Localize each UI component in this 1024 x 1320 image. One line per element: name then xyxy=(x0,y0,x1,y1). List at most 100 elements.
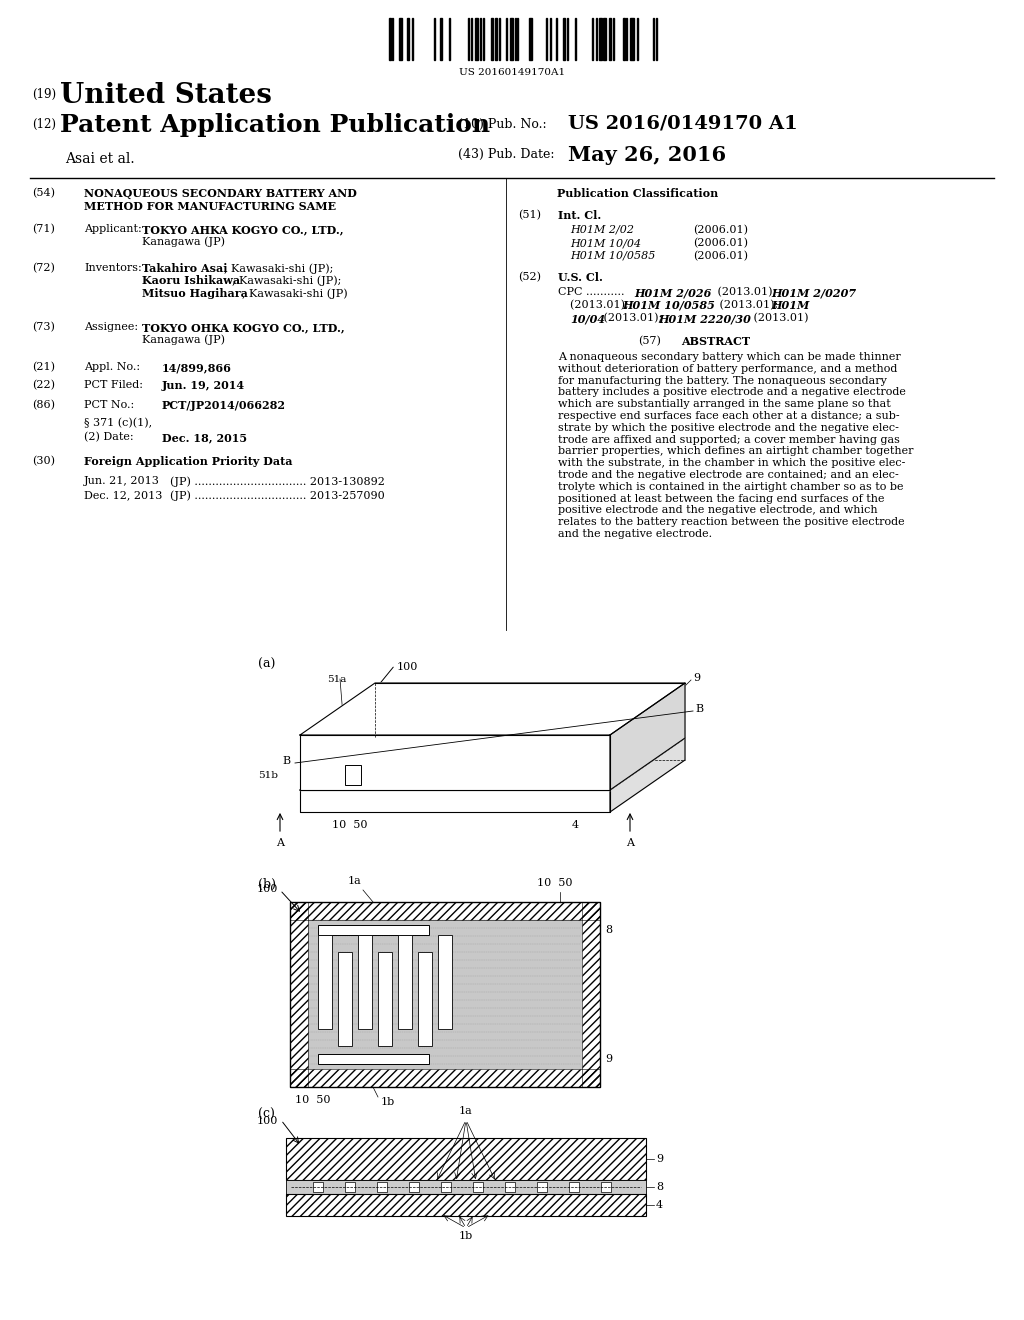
Text: (2013.01): (2013.01) xyxy=(750,313,809,323)
Bar xyxy=(490,18,493,59)
Bar xyxy=(338,952,352,1045)
Text: (JP) ................................ 2013-130892: (JP) ................................ 20… xyxy=(170,477,385,487)
Text: 10/04: 10/04 xyxy=(570,313,605,323)
Text: (30): (30) xyxy=(32,455,55,466)
Bar xyxy=(290,902,308,1086)
Bar xyxy=(389,18,391,59)
Text: 1a: 1a xyxy=(459,1106,473,1115)
Bar xyxy=(399,18,402,59)
Text: 100: 100 xyxy=(257,1115,278,1126)
Bar xyxy=(441,1181,451,1192)
Text: (c): (c) xyxy=(258,1107,274,1121)
Text: trode are affixed and supported; a cover member having gas: trode are affixed and supported; a cover… xyxy=(558,434,900,445)
Text: PCT No.:: PCT No.: xyxy=(84,400,134,411)
Text: 9: 9 xyxy=(656,1154,664,1164)
Bar xyxy=(313,1181,323,1192)
Text: Dec. 18, 2015: Dec. 18, 2015 xyxy=(162,432,247,444)
Text: 14/899,866: 14/899,866 xyxy=(162,362,231,374)
Text: 8: 8 xyxy=(656,1181,664,1192)
Text: TOKYO AHKA KOGYO CO., LTD.,: TOKYO AHKA KOGYO CO., LTD., xyxy=(142,224,344,235)
Text: 1b: 1b xyxy=(381,1097,395,1107)
Text: US 2016/0149170 A1: US 2016/0149170 A1 xyxy=(568,115,798,133)
Text: (57): (57) xyxy=(638,337,660,346)
Bar xyxy=(290,1069,600,1086)
Bar xyxy=(529,18,532,59)
Text: (54): (54) xyxy=(32,187,55,198)
Text: U.S. Cl.: U.S. Cl. xyxy=(558,272,603,282)
Text: (2006.01): (2006.01) xyxy=(693,251,748,261)
Text: Jun. 19, 2014: Jun. 19, 2014 xyxy=(162,380,245,391)
Text: PCT Filed:: PCT Filed: xyxy=(84,380,143,389)
Bar xyxy=(286,1138,646,1180)
Text: Kanagawa (JP): Kanagawa (JP) xyxy=(142,334,225,345)
Bar xyxy=(345,1181,355,1192)
Text: PCT/JP2014/066282: PCT/JP2014/066282 xyxy=(162,400,286,411)
Text: A nonaqueous secondary battery which can be made thinner: A nonaqueous secondary battery which can… xyxy=(558,352,901,362)
Text: (2013.01);: (2013.01); xyxy=(714,286,779,297)
Polygon shape xyxy=(300,738,685,789)
Text: (a): (a) xyxy=(258,657,275,671)
Polygon shape xyxy=(300,735,610,789)
Text: ABSTRACT: ABSTRACT xyxy=(681,337,751,347)
Text: trode and the negative electrode are contained; and an elec-: trode and the negative electrode are con… xyxy=(558,470,899,480)
Text: , Kawasaki-shi (JP): , Kawasaki-shi (JP) xyxy=(242,288,347,298)
Bar xyxy=(290,902,600,920)
Text: Mitsuo Hagihara: Mitsuo Hagihara xyxy=(142,288,248,300)
Text: United States: United States xyxy=(60,82,272,110)
Bar xyxy=(582,902,600,1086)
Polygon shape xyxy=(300,682,685,735)
Text: Assignee:: Assignee: xyxy=(84,322,138,333)
Text: Appl. No.:: Appl. No.: xyxy=(84,362,140,372)
Polygon shape xyxy=(300,789,610,812)
Bar xyxy=(609,18,611,59)
Text: Kaoru Ishikawa: Kaoru Ishikawa xyxy=(142,276,240,286)
Text: (21): (21) xyxy=(32,362,55,372)
Bar xyxy=(308,920,582,1069)
Text: 1b: 1b xyxy=(459,1232,473,1241)
Text: (71): (71) xyxy=(32,224,55,235)
Text: (22): (22) xyxy=(32,380,55,391)
Text: 10  50: 10 50 xyxy=(332,820,368,830)
Text: 4: 4 xyxy=(656,1200,664,1210)
Bar xyxy=(377,1181,387,1192)
Text: H01M 2/026: H01M 2/026 xyxy=(634,286,712,298)
Text: (b): (b) xyxy=(258,878,276,891)
Text: (19): (19) xyxy=(32,88,56,102)
Text: with the substrate, in the chamber in which the positive elec-: with the substrate, in the chamber in wh… xyxy=(558,458,905,469)
Text: 9: 9 xyxy=(605,1053,612,1064)
Text: 10  50: 10 50 xyxy=(538,878,572,888)
Text: (86): (86) xyxy=(32,400,55,411)
Text: , Kawasaki-shi (JP);: , Kawasaki-shi (JP); xyxy=(232,276,341,286)
Bar xyxy=(569,1181,579,1192)
Text: May 26, 2016: May 26, 2016 xyxy=(568,145,726,165)
Text: (2013.01);: (2013.01); xyxy=(716,300,781,310)
Text: H01M 2/0207: H01M 2/0207 xyxy=(771,286,856,298)
Bar xyxy=(318,1053,429,1064)
Text: CPC ...........: CPC ........... xyxy=(558,286,628,297)
Text: METHOD FOR MANUFACTURING SAME: METHOD FOR MANUFACTURING SAME xyxy=(84,201,336,211)
Text: barrier properties, which defines an airtight chamber together: barrier properties, which defines an air… xyxy=(558,446,913,457)
Text: 100: 100 xyxy=(397,663,419,672)
Text: respective end surfaces face each other at a distance; a sub-: respective end surfaces face each other … xyxy=(558,411,900,421)
Bar xyxy=(601,1181,611,1192)
Text: Publication Classification: Publication Classification xyxy=(557,187,719,199)
Text: H01M 10/0585: H01M 10/0585 xyxy=(622,300,715,312)
Text: positioned at least between the facing end surfaces of the: positioned at least between the facing e… xyxy=(558,494,885,504)
Bar xyxy=(407,18,409,59)
Text: 100: 100 xyxy=(257,884,278,894)
Text: (JP) ................................ 2013-257090: (JP) ................................ 20… xyxy=(170,490,385,500)
Text: (12): (12) xyxy=(32,117,56,131)
Bar xyxy=(345,766,361,785)
Text: H01M: H01M xyxy=(771,300,809,312)
Text: (2013.01);: (2013.01); xyxy=(570,300,632,310)
Bar xyxy=(563,18,565,59)
Text: B: B xyxy=(695,704,703,714)
Bar xyxy=(286,1195,646,1216)
Bar xyxy=(473,1181,483,1192)
Bar xyxy=(290,902,600,1086)
Text: (73): (73) xyxy=(32,322,55,333)
Text: strate by which the positive electrode and the negative elec-: strate by which the positive electrode a… xyxy=(558,422,899,433)
Polygon shape xyxy=(610,738,685,812)
Text: battery includes a positive electrode and a negative electrode: battery includes a positive electrode an… xyxy=(558,387,906,397)
Text: A: A xyxy=(626,838,634,847)
